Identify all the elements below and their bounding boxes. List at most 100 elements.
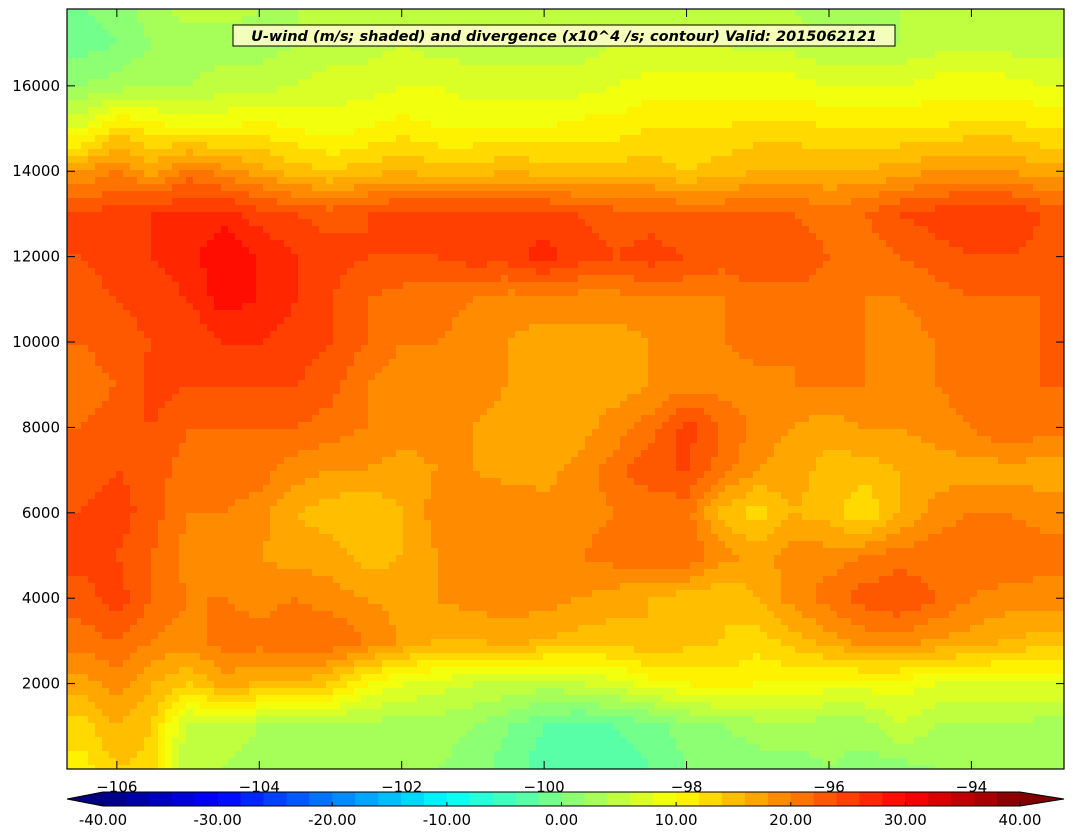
field-cell	[459, 184, 467, 192]
field-cell	[851, 226, 859, 234]
field-cell	[564, 51, 572, 59]
field-cell	[473, 184, 481, 192]
field-cell	[186, 212, 194, 220]
field-cell	[473, 128, 481, 136]
field-cell	[739, 184, 747, 192]
field-cell	[249, 65, 257, 73]
field-cell	[718, 79, 726, 87]
field-cell	[571, 191, 579, 199]
field-cell	[284, 44, 292, 52]
field-cell	[872, 107, 880, 115]
field-cell	[1047, 93, 1055, 101]
field-cell	[704, 142, 712, 150]
field-cell	[725, 163, 733, 171]
field-cell	[431, 93, 439, 101]
field-cell	[165, 226, 173, 234]
field-cell	[620, 177, 628, 185]
field-cell	[144, 212, 152, 220]
field-cell	[949, 233, 957, 241]
field-cell	[515, 191, 523, 199]
field-cell	[403, 128, 411, 136]
field-cell	[851, 128, 859, 136]
field-cell	[1019, 149, 1027, 157]
field-cell	[725, 135, 733, 143]
field-cell	[781, 233, 789, 241]
field-cell	[781, 198, 789, 206]
field-cell	[319, 149, 327, 157]
field-cell	[340, 177, 348, 185]
field-cell	[634, 51, 642, 59]
field-cell	[669, 233, 677, 241]
field-cell	[697, 233, 705, 241]
field-cell	[788, 240, 796, 248]
field-cell	[368, 184, 376, 192]
field-cell	[193, 149, 201, 157]
field-cell	[221, 121, 229, 129]
field-cell	[599, 212, 607, 220]
field-cell	[620, 149, 628, 157]
field-cell	[795, 121, 803, 129]
field-cell	[564, 184, 572, 192]
field-cell	[305, 58, 313, 66]
field-cell	[886, 149, 894, 157]
field-cell	[116, 121, 124, 129]
field-cell	[704, 128, 712, 136]
field-cell	[186, 191, 194, 199]
field-cell	[781, 58, 789, 66]
field-cell	[424, 240, 432, 248]
field-cell	[1005, 170, 1013, 178]
field-cell	[508, 191, 516, 199]
field-cell	[417, 128, 425, 136]
field-cell	[1005, 72, 1013, 80]
field-cell	[1061, 9, 1064, 17]
field-cell	[361, 79, 369, 87]
field-cell	[865, 72, 873, 80]
field-cell	[697, 177, 705, 185]
field-cell	[95, 128, 103, 136]
field-cell	[354, 142, 362, 150]
field-cell	[697, 226, 705, 234]
field-cell	[214, 51, 222, 59]
field-cell	[1054, 51, 1062, 59]
field-cell	[760, 219, 768, 227]
field-cell	[417, 177, 425, 185]
field-cell	[347, 205, 355, 213]
field-cell	[935, 37, 943, 45]
field-cell	[333, 219, 341, 227]
field-cell	[641, 114, 649, 122]
field-cell	[746, 86, 754, 94]
field-cell	[851, 93, 859, 101]
field-cell	[305, 142, 313, 150]
field-cell	[634, 156, 642, 164]
field-cell	[627, 226, 635, 234]
field-cell	[403, 72, 411, 80]
field-cell	[382, 135, 390, 143]
field-cell	[179, 100, 187, 108]
field-cell	[893, 198, 901, 206]
field-cell	[704, 170, 712, 178]
field-cell	[333, 233, 341, 241]
field-cell	[291, 107, 299, 115]
field-cell	[109, 163, 117, 171]
field-cell	[830, 170, 838, 178]
field-cell	[998, 240, 1006, 248]
field-cell	[753, 86, 761, 94]
field-cell	[907, 51, 915, 59]
field-cell	[1005, 9, 1013, 17]
field-cell	[529, 79, 537, 87]
field-cell	[998, 58, 1006, 66]
field-cell	[389, 149, 397, 157]
field-cell	[494, 212, 502, 220]
field-cell	[837, 79, 845, 87]
field-cell	[571, 128, 579, 136]
field-cell	[130, 156, 138, 164]
field-cell	[354, 205, 362, 213]
field-cell	[298, 177, 306, 185]
field-cell	[116, 100, 124, 108]
field-cell	[872, 177, 880, 185]
field-cell	[858, 247, 866, 255]
field-cell	[998, 226, 1006, 234]
field-cell	[606, 79, 614, 87]
field-cell	[1040, 16, 1048, 24]
field-cell	[263, 198, 271, 206]
